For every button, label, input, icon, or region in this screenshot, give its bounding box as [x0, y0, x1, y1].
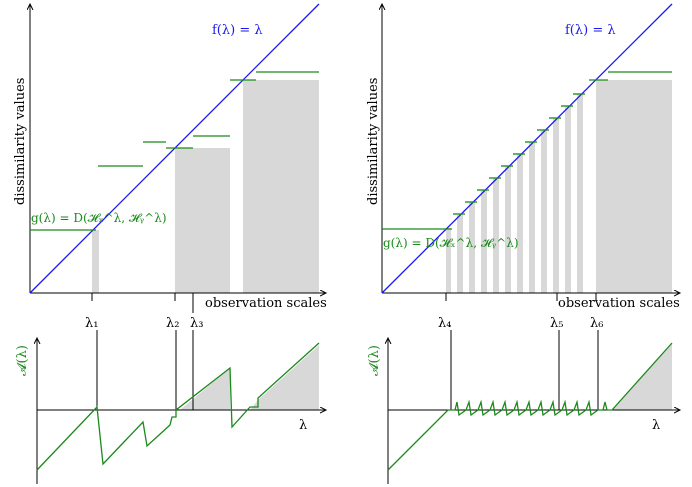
x-axis-label: observation scales	[558, 296, 680, 311]
positive-area-shade	[175, 345, 319, 410]
shade-region	[243, 80, 319, 293]
lambda-axis-label: λ	[299, 418, 307, 433]
right-bottom-panel: 𝓐(λ) λ	[367, 330, 680, 484]
shade-stripes	[446, 80, 672, 293]
lambda-1-label: λ₁	[85, 316, 98, 331]
g-label: g(λ) = D(𝓗ₓ^λ, 𝓗ᵧ^λ)	[31, 211, 167, 225]
a-function-curve	[387, 342, 673, 471]
step-function	[30, 71, 319, 231]
a-function-curve	[36, 342, 320, 471]
g-label: g(λ) = D(𝓗ₓ^λ, 𝓗ᵧ^λ)	[383, 236, 519, 250]
x-axis-label: observation scales	[205, 296, 327, 311]
a-axis-label: 𝓐(λ)	[15, 345, 30, 376]
f-label: f(λ) = λ	[565, 23, 616, 38]
left-top-panel: dissimilarity values observation scales …	[13, 4, 327, 331]
lambda-6-label: λ₆	[590, 316, 603, 331]
step-function	[382, 71, 672, 230]
lambda-axis-label: λ	[652, 418, 660, 433]
f-label: f(λ) = λ	[212, 23, 263, 38]
shade-region	[175, 148, 230, 293]
y-axis-label: dissimilarity values	[13, 78, 28, 205]
lambda-5-label: λ₅	[550, 316, 563, 331]
diagonal-line	[381, 3, 673, 294]
a-axis-label: 𝓐(λ)	[367, 345, 382, 376]
lambda-3-label: λ₃	[190, 316, 203, 331]
lambda-2-label: λ₂	[166, 316, 179, 331]
right-top-panel: dissimilarity values observation scales …	[366, 4, 680, 331]
left-bottom-panel: 𝓐(λ) λ	[15, 330, 326, 484]
lambda-4-label: λ₄	[438, 316, 451, 331]
y-axis-label: dissimilarity values	[366, 78, 381, 205]
shade-region	[92, 230, 99, 293]
